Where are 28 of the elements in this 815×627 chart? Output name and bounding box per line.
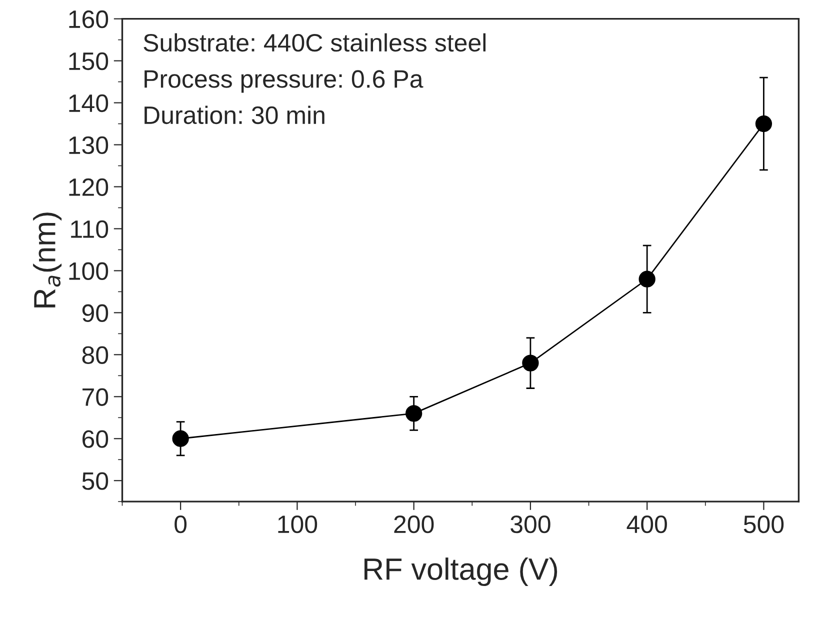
y-tick-label: 50 — [82, 472, 108, 490]
y-tick-label: 60 — [82, 430, 108, 448]
annotation: Duration: 30 min — [144, 106, 324, 124]
y-tick-label: 80 — [82, 346, 108, 364]
x-tick-label: 100 — [278, 515, 318, 534]
x-tick-label: 200 — [394, 515, 434, 534]
x-axis-title: RF voltage (V) — [364, 558, 558, 586]
point — [522, 354, 539, 372]
y-tick-label: 100 — [69, 262, 108, 280]
x-tick-label: 0 — [174, 515, 187, 534]
annotation: Process pressure: 0.6 Pa — [144, 70, 424, 93]
y-axis-title: R$_{a}$(nm) — [33, 212, 62, 308]
x-tick-label: 500 — [744, 515, 784, 534]
point — [405, 405, 422, 422]
point — [755, 115, 772, 132]
y-tick-label: 130 — [69, 136, 108, 154]
y-tick-label: 120 — [69, 178, 108, 196]
y-tick-label: 110 — [71, 220, 108, 238]
y-tick-label: 90 — [82, 304, 108, 322]
y-tick-label: 70 — [82, 388, 108, 406]
point — [638, 270, 656, 288]
y-tick-label: 150 — [69, 52, 108, 70]
annotation: Substrate: 440C stainless steel — [144, 33, 486, 52]
point — [172, 430, 189, 447]
y-tick-label: 140 — [69, 94, 108, 112]
y-tick-label: 160 — [69, 10, 108, 28]
x-tick-label: 400 — [626, 515, 667, 534]
x-tick-label: 300 — [510, 515, 550, 534]
